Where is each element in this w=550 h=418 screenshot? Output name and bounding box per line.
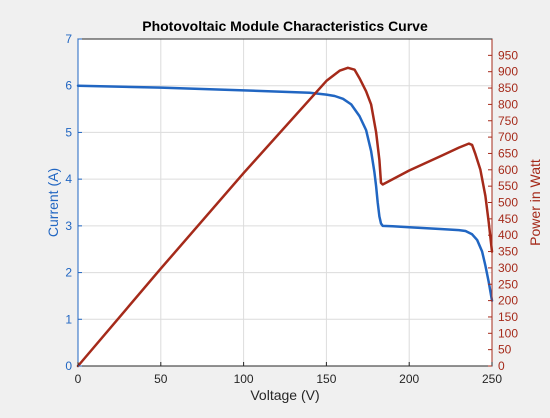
plot-area — [78, 39, 492, 366]
x-tick-label: 50 — [154, 372, 168, 386]
y-left-tick-label: 3 — [65, 219, 72, 233]
y-right-tick-label: 500 — [498, 196, 518, 210]
x-axis-title: Voltage (V) — [250, 387, 319, 403]
y-left-tick-label: 0 — [65, 359, 72, 373]
y-right-tick-label: 550 — [498, 179, 518, 193]
y-right-tick-label: 300 — [498, 261, 518, 275]
current-curve — [76, 84, 494, 302]
x-tick-label: 100 — [234, 372, 254, 386]
y-right-tick-label: 600 — [498, 163, 518, 177]
y-left-tick-label: 2 — [65, 266, 72, 280]
x-tick-label: 250 — [482, 372, 502, 386]
y-right-tick-label: 100 — [498, 326, 518, 340]
x-tick-label: 200 — [399, 372, 419, 386]
series-layer — [76, 66, 494, 368]
x-tick-label: 150 — [316, 372, 336, 386]
y-right-tick-label: 150 — [498, 310, 518, 324]
chart-title: Photovoltaic Module Characteristics Curv… — [142, 18, 428, 34]
y-right-tick-label: 400 — [498, 228, 518, 242]
y-right-tick-label: 850 — [498, 81, 518, 95]
power-curve — [76, 66, 494, 368]
y-right-tick-label: 350 — [498, 245, 518, 259]
y-left-tick-label: 6 — [65, 79, 72, 93]
y-right-tick-label: 750 — [498, 114, 518, 128]
y-axis-left-title: Current (A) — [45, 168, 61, 237]
y-right-tick-label: 50 — [498, 343, 512, 357]
y-left-tick-label: 7 — [65, 32, 72, 46]
y-right-tick-label: 0 — [498, 359, 505, 373]
y-left-tick-label: 4 — [65, 172, 72, 186]
y-right-tick-label: 700 — [498, 130, 518, 144]
y-right-tick-label: 800 — [498, 97, 518, 111]
y-right-tick-label: 250 — [498, 277, 518, 291]
y-axis-right-title: Power in Watt — [527, 159, 543, 246]
y-right-tick-label: 950 — [498, 48, 518, 62]
y-left-tick-label: 1 — [65, 312, 72, 326]
y-left-tick-label: 5 — [65, 125, 72, 139]
y-right-tick-label: 200 — [498, 294, 518, 308]
y-right-tick-label: 650 — [498, 146, 518, 160]
axes: 0 50 100 150 200 2500123456705010015020025030… — [65, 32, 518, 386]
y-right-tick-label: 900 — [498, 65, 518, 79]
y-right-tick-label: 450 — [498, 212, 518, 226]
x-tick-label: 0 — [75, 372, 82, 386]
